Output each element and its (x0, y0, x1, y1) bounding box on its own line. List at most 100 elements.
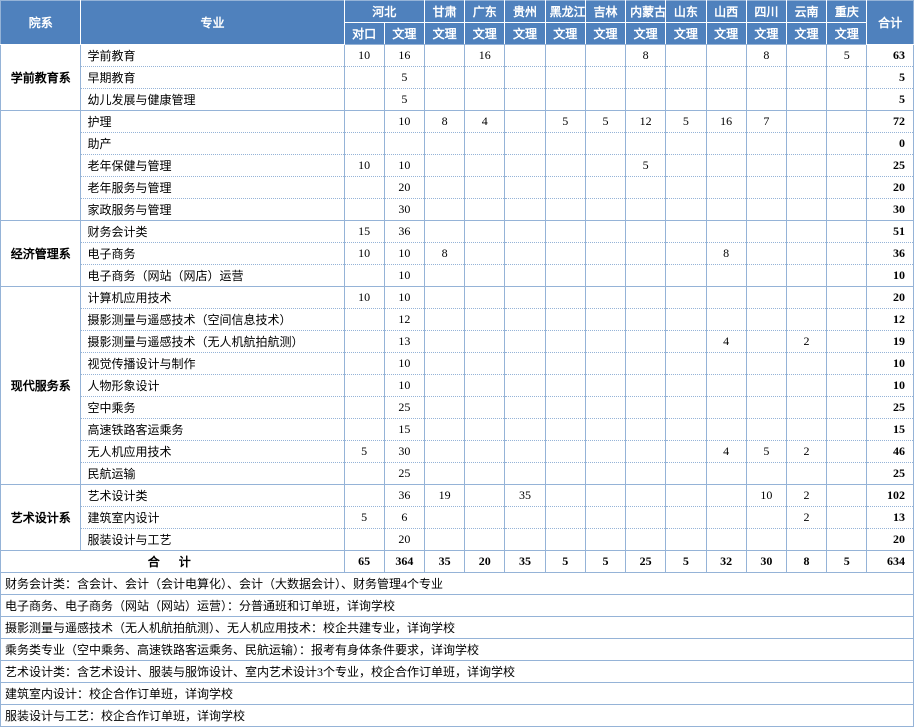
value-cell (786, 199, 826, 221)
row-total: 15 (867, 419, 914, 441)
header-province: 重庆 (827, 1, 867, 23)
row-total: 25 (867, 155, 914, 177)
value-cell: 5 (545, 111, 585, 133)
value-cell (585, 155, 625, 177)
major-cell: 家政服务与管理 (81, 199, 344, 221)
value-cell (827, 331, 867, 353)
value-cell (505, 243, 545, 265)
table-row: 助产0 (1, 133, 914, 155)
value-cell (424, 419, 464, 441)
value-cell (545, 89, 585, 111)
header-sub: 文理 (706, 23, 746, 45)
value-cell (505, 111, 545, 133)
value-cell (465, 419, 505, 441)
value-cell (384, 133, 424, 155)
row-total: 10 (867, 375, 914, 397)
value-cell (706, 485, 746, 507)
value-cell (626, 265, 666, 287)
value-cell (827, 375, 867, 397)
value-cell (585, 243, 625, 265)
value-cell (827, 199, 867, 221)
value-cell (424, 397, 464, 419)
table-row: 摄影测量与遥感技术（空间信息技术）1212 (1, 309, 914, 331)
value-cell: 10 (384, 265, 424, 287)
dept-cell (1, 111, 81, 221)
value-cell (706, 287, 746, 309)
header-province: 山西 (706, 1, 746, 23)
value-cell (786, 89, 826, 111)
value-cell: 36 (384, 485, 424, 507)
value-cell (585, 397, 625, 419)
value-cell (424, 265, 464, 287)
major-cell: 空中乘务 (81, 397, 344, 419)
value-cell: 7 (746, 111, 786, 133)
value-cell (424, 177, 464, 199)
major-cell: 无人机应用技术 (81, 441, 344, 463)
note-row: 建筑室内设计：校企合作订单班，详询学校 (1, 683, 914, 705)
value-cell (786, 45, 826, 67)
header-province: 贵州 (505, 1, 545, 23)
row-total: 36 (867, 243, 914, 265)
value-cell (424, 45, 464, 67)
row-total: 46 (867, 441, 914, 463)
value-cell (786, 353, 826, 375)
value-cell (465, 133, 505, 155)
total-value: 65 (344, 551, 384, 573)
note-row: 电子商务、电子商务（网站（网站）运营）：分普通班和订单班，详询学校 (1, 595, 914, 617)
row-total: 20 (867, 529, 914, 551)
value-cell (585, 287, 625, 309)
value-cell: 2 (786, 331, 826, 353)
table-row: 老年保健与管理1010525 (1, 155, 914, 177)
value-cell (465, 89, 505, 111)
row-total: 10 (867, 265, 914, 287)
note-row: 摄影测量与遥感技术（无人机航拍航测）、无人机应用技术：校企共建专业，详询学校 (1, 617, 914, 639)
value-cell (746, 221, 786, 243)
value-cell: 30 (384, 441, 424, 463)
value-cell: 8 (626, 45, 666, 67)
value-cell (706, 463, 746, 485)
total-value: 25 (626, 551, 666, 573)
value-cell (424, 199, 464, 221)
major-cell: 人物形象设计 (81, 375, 344, 397)
value-cell (666, 463, 706, 485)
value-cell (706, 419, 746, 441)
value-cell (706, 133, 746, 155)
value-cell (827, 485, 867, 507)
value-cell: 20 (384, 529, 424, 551)
table-row: 早期教育55 (1, 67, 914, 89)
value-cell (424, 507, 464, 529)
value-cell (746, 89, 786, 111)
value-cell: 10 (746, 485, 786, 507)
value-cell (344, 111, 384, 133)
value-cell (706, 529, 746, 551)
value-cell (344, 463, 384, 485)
value-cell (344, 331, 384, 353)
value-cell (786, 529, 826, 551)
value-cell (585, 177, 625, 199)
header-sub: 文理 (827, 23, 867, 45)
header-sub: 文理 (746, 23, 786, 45)
value-cell (706, 45, 746, 67)
value-cell (424, 463, 464, 485)
value-cell: 5 (384, 89, 424, 111)
value-cell (465, 67, 505, 89)
value-cell (505, 463, 545, 485)
value-cell (626, 199, 666, 221)
value-cell (746, 507, 786, 529)
total-value: 20 (465, 551, 505, 573)
major-cell: 摄影测量与遥感技术（空间信息技术） (81, 309, 344, 331)
major-cell: 财务会计类 (81, 221, 344, 243)
value-cell: 10 (384, 155, 424, 177)
value-cell (545, 133, 585, 155)
value-cell (424, 221, 464, 243)
value-cell: 16 (384, 45, 424, 67)
header-province: 内蒙古 (626, 1, 666, 23)
value-cell (746, 309, 786, 331)
table-row: 护理10845512516772 (1, 111, 914, 133)
value-cell (827, 133, 867, 155)
value-cell (505, 507, 545, 529)
value-cell (786, 287, 826, 309)
value-cell (424, 331, 464, 353)
value-cell (465, 441, 505, 463)
value-cell (746, 67, 786, 89)
